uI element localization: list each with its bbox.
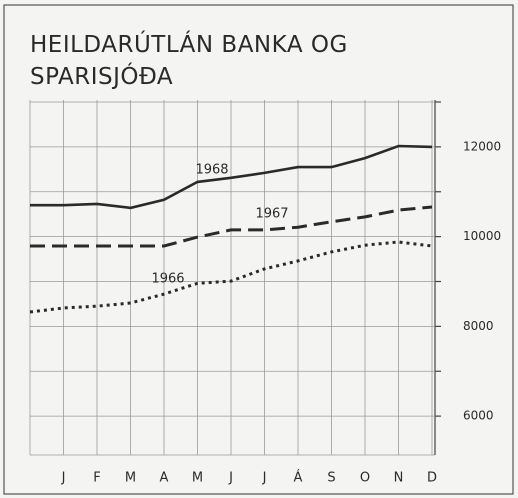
x-tick-label: Á [294, 470, 303, 486]
chart-title: HEILDARÚTLÁN BANKA OG [30, 30, 348, 58]
y-tick-label: 6000 [463, 409, 494, 423]
y-tick-label: 8000 [463, 319, 494, 333]
series-line [30, 144, 433, 210]
x-tick-label: O [360, 471, 370, 486]
x-tick-label: N [394, 471, 404, 486]
x-tick-label: M [192, 471, 203, 486]
series-line [29, 240, 433, 314]
series-label: 1966 [151, 272, 184, 287]
x-tick-label: J [61, 471, 66, 486]
x-tick-label: J [262, 471, 267, 486]
x-tick-label: M [125, 471, 136, 486]
x-tick-label: J [228, 471, 233, 486]
frame [3, 4, 514, 495]
x-tick-label: F [93, 471, 100, 486]
x-tick-label: D [427, 471, 437, 486]
y-tick-label: 12000 [463, 139, 501, 153]
x-tick-label: A [160, 471, 169, 486]
y-tick-label: 10000 [463, 229, 501, 243]
series-line [30, 205, 433, 248]
chart-subtitle: SPARISJÓÐA [30, 62, 173, 90]
series-label: 1967 [255, 207, 288, 222]
x-tick-label: S [327, 471, 335, 486]
series-label: 1968 [195, 163, 228, 178]
